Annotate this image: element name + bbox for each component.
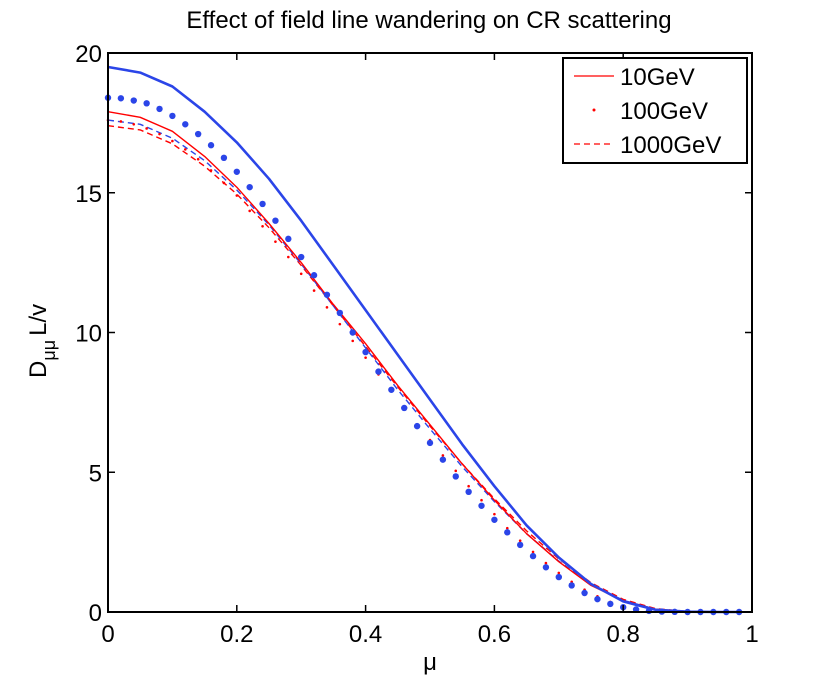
series-layer [104, 65, 743, 616]
series-100gev-blue-point [285, 235, 292, 243]
series-100gev-red-point [454, 469, 458, 473]
series-100gev-blue-point [272, 217, 279, 224]
series-100gev-blue-point [568, 582, 575, 589]
series-100gev-red-point [183, 148, 187, 151]
series-100gev-red-point [145, 127, 148, 130]
series-100gev-red-point [441, 454, 445, 457]
series-100gev-blue-point [143, 100, 150, 107]
series-100gev-blue-point [362, 348, 369, 356]
series-100gev-blue-point [516, 541, 524, 549]
series-100gev-red-point [132, 122, 136, 126]
series-100gev-blue-point [156, 105, 163, 113]
series-100gev-red-point [119, 120, 123, 123]
series-100gev-red-point [261, 224, 264, 228]
y-axis-label-main: D [25, 361, 52, 378]
series-100gev-blue-point [594, 595, 601, 603]
legend-swatch-dot [592, 108, 596, 112]
series-100gev-blue-point [130, 97, 137, 104]
series-100gev-blue-point [439, 456, 447, 463]
legend-label-100gev: 100GeV [620, 98, 708, 125]
y-axis-label: Dμμ L/v [25, 304, 59, 378]
x-tick-label: 1 [745, 621, 758, 648]
series-100gev-blue-point [349, 329, 356, 336]
x-tick-label: 0.6 [478, 621, 511, 648]
series-100gev-red-point [544, 561, 548, 565]
series-100gev-blue-point [478, 502, 485, 509]
x-tick-label: 0 [101, 621, 114, 648]
y-axis-label-tail: L/v [25, 304, 52, 336]
y-tick-label: 20 [75, 41, 102, 68]
series-100gev-blue-point [542, 564, 550, 571]
series-10gev-blue [107, 65, 740, 614]
svg-text:DμμL/v: Dμμ L/v [25, 304, 59, 378]
series-100gev-red-point [493, 512, 496, 516]
series-100gev-blue-point [452, 473, 459, 480]
y-tick-label: 10 [75, 321, 102, 348]
series-100gev-red-point [196, 157, 200, 161]
y-tick-label: 15 [75, 181, 102, 208]
series-100gev-red-point [248, 209, 251, 213]
series-100gev-blue-point [375, 368, 382, 375]
y-tick-label: 5 [89, 460, 102, 487]
series-100gev-blue-point [220, 154, 228, 162]
series-100gev-red-point [312, 289, 316, 292]
series-100gev-blue-point [194, 130, 202, 138]
series-100gev-red-point [171, 139, 174, 143]
x-tick-label: 0.8 [607, 621, 640, 648]
series-100gev-red-point [274, 240, 277, 243]
series-100gev-blue-point [259, 200, 266, 208]
series-100gev-blue-point [169, 112, 176, 120]
series-100gev-blue-point [529, 552, 537, 560]
series-100gev-red-point [531, 550, 535, 554]
series-100gev-blue-point [233, 168, 240, 175]
series-100gev-blue-point [581, 589, 588, 597]
series-100gev-blue-point [388, 386, 395, 393]
series-100gev-blue-point [504, 529, 511, 536]
series-100gev-blue-point [117, 95, 125, 102]
series-100gev-red-point [505, 526, 509, 530]
series-100gev-red-point [209, 169, 213, 172]
legend: 10GeV 100GeV 1000GeV [562, 57, 748, 164]
x-tick-label: 0.4 [349, 621, 382, 648]
series-100gev-blue-point [413, 422, 421, 430]
series-100gev-blue-point [555, 573, 562, 581]
series-100gev-blue-point [310, 272, 318, 279]
legend-label-1000gev: 1000GeV [620, 132, 721, 159]
series-100gev-red-point [467, 484, 470, 488]
series-100gev-red-point [364, 356, 367, 359]
series-100gev-blue-point [465, 488, 472, 496]
series-100gev-red-point [338, 322, 342, 326]
series-100gev-red-point [480, 498, 483, 502]
x-tick-label: 0.2 [220, 621, 253, 648]
series-100gev-blue [104, 94, 743, 616]
series-100gev-blue-point [246, 183, 253, 191]
series-100gev-blue-point [491, 516, 498, 523]
y-tick-label: 0 [89, 600, 102, 627]
series-100gev-blue-point [401, 404, 408, 412]
series-100gev-blue-point [426, 439, 434, 447]
series-100gev-red-point [351, 339, 355, 343]
series-100gev-blue-point [607, 600, 614, 608]
series-100gev-red-point [222, 181, 226, 185]
series-100gev-blue-point [323, 291, 331, 298]
x-axis-label: μ [423, 649, 437, 676]
series-100gev-red-point [325, 306, 329, 309]
y-axis-label-sub: μμ [39, 340, 59, 361]
series-100gev-blue-point [182, 121, 189, 128]
chart-title: Effect of field line wandering on CR sca… [186, 7, 671, 34]
series-100gev-blue-point [207, 142, 215, 149]
series-100gev-blue-point [336, 309, 344, 317]
series-100gev-blue-point [298, 253, 305, 261]
series-100gev-red-point [518, 539, 522, 543]
legend-label-10gev: 10GeV [620, 64, 695, 91]
series-100gev-red-point [287, 255, 290, 259]
series-100gev-red-point [158, 132, 161, 136]
series-100gev-red-point [299, 272, 303, 276]
series-100gev-red-point [557, 571, 561, 575]
series-100gev-red-point [235, 194, 239, 197]
